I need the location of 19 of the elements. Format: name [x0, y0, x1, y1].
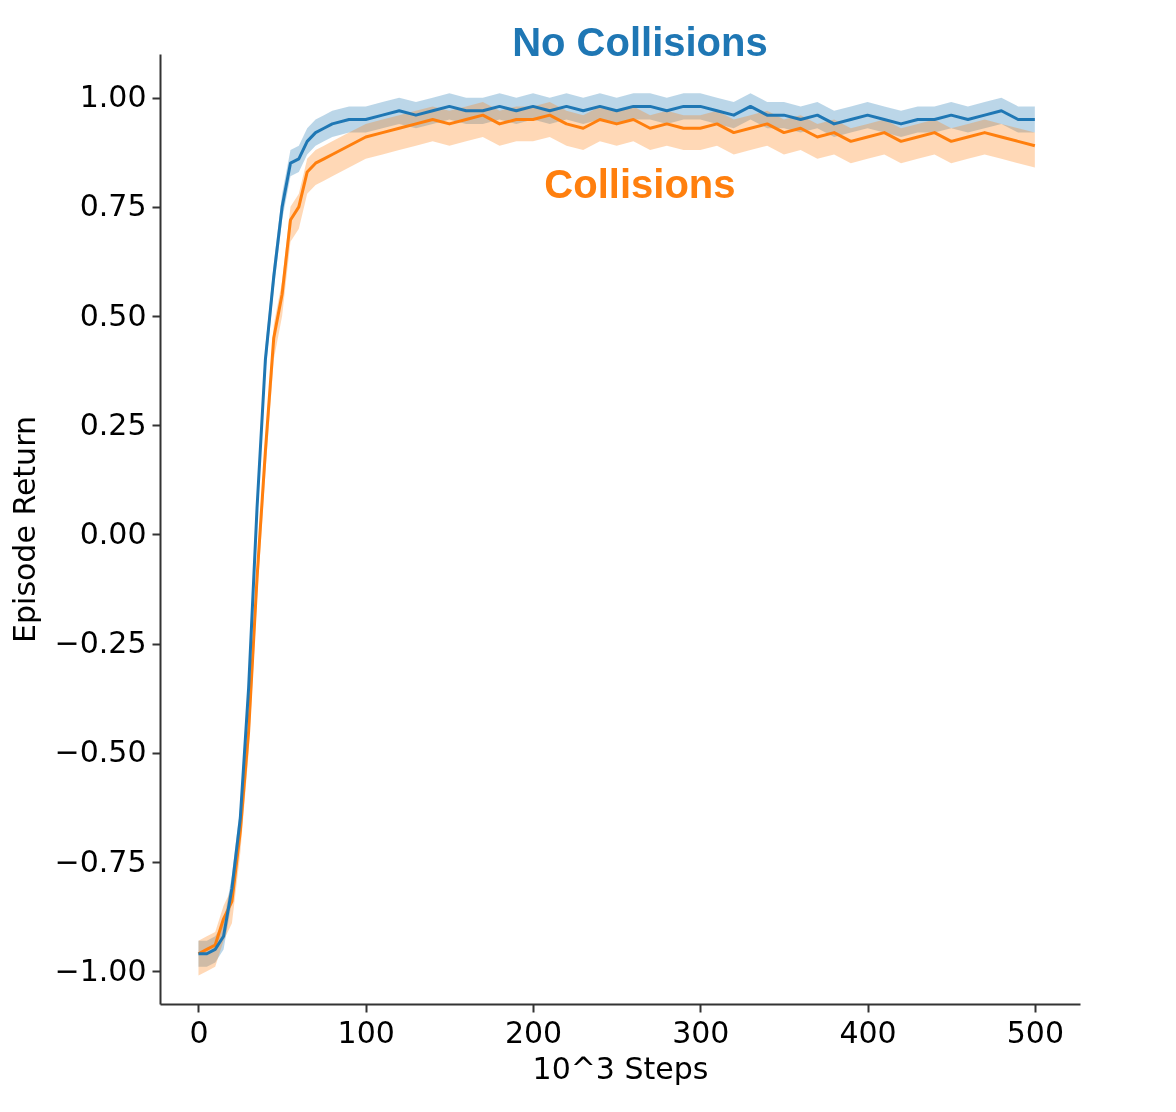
y-axis-title: Episode Return: [6, 416, 42, 643]
y-tick-label: −1.00: [54, 952, 147, 988]
y-tick-label: −0.75: [54, 843, 147, 879]
x-tick-label: 200: [504, 1014, 563, 1050]
x-tick-label: 400: [839, 1014, 897, 1050]
y-tick-label: 0.50: [79, 297, 147, 333]
x-tick-label: 100: [337, 1014, 395, 1050]
y-tick-label: −0.50: [54, 734, 147, 770]
series-label: No Collisions: [512, 20, 768, 65]
y-tick-label: 0.25: [79, 406, 147, 442]
series-label: Collisions: [544, 161, 736, 206]
y-tick-label: 0.75: [79, 188, 147, 224]
x-tick-label: 300: [672, 1014, 730, 1050]
y-tick-label: 0.00: [79, 515, 147, 551]
x-tick-label: 0: [189, 1014, 209, 1050]
y-tick-label: −0.25: [54, 625, 147, 661]
y-tick-label: 1.00: [79, 79, 147, 115]
x-axis-title: 10^3 Steps: [532, 1050, 709, 1086]
x-tick-label: 500: [1006, 1014, 1064, 1050]
